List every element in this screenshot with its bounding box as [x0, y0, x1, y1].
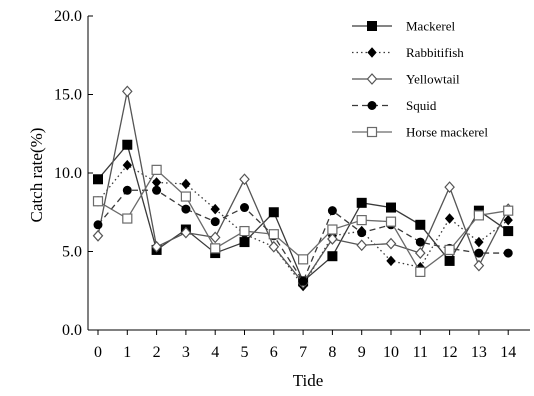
- legend-label: Mackerel: [406, 19, 455, 34]
- y-tick-label: 10.0: [54, 165, 82, 182]
- y-tick-label: 0.0: [62, 322, 82, 339]
- data-point-horse-mackerel: [211, 244, 220, 253]
- data-point-mackerel: [445, 256, 454, 265]
- data-point-rabbitifish: [182, 179, 190, 188]
- x-tick-label: 10: [383, 344, 399, 361]
- data-point-squid: [153, 186, 161, 194]
- data-point-yellowtail: [123, 86, 132, 96]
- x-tick-label: 14: [500, 344, 516, 361]
- x-tick-label: 0: [94, 344, 102, 361]
- data-point-horse-mackerel: [152, 165, 161, 174]
- data-point-horse-mackerel: [181, 192, 190, 201]
- legend-marker: [368, 48, 376, 57]
- x-axis-title: Tide: [293, 371, 324, 390]
- x-tick-label: 12: [442, 344, 458, 361]
- x-tick-label: 1: [123, 344, 131, 361]
- data-point-mackerel: [269, 208, 278, 217]
- data-point-horse-mackerel: [387, 217, 396, 226]
- y-tick-label: 5.0: [62, 244, 82, 261]
- data-point-yellowtail: [94, 231, 103, 241]
- data-point-mackerel: [504, 227, 513, 236]
- data-point-yellowtail: [211, 232, 220, 242]
- data-point-yellowtail: [240, 174, 249, 184]
- legend-item-mackerel: Mackerel: [352, 19, 455, 34]
- data-point-yellowtail: [357, 240, 366, 250]
- series-squid: [94, 186, 512, 285]
- data-point-squid: [475, 249, 483, 257]
- data-point-mackerel: [357, 198, 366, 207]
- data-point-mackerel: [328, 252, 337, 261]
- data-point-rabbitifish: [504, 216, 512, 225]
- data-point-mackerel: [387, 203, 396, 212]
- x-tick-label: 3: [182, 344, 190, 361]
- data-point-squid: [94, 221, 102, 229]
- data-point-horse-mackerel: [240, 227, 249, 236]
- x-tick-label: 9: [358, 344, 366, 361]
- data-point-horse-mackerel: [357, 216, 366, 225]
- series-rabbitifish: [94, 161, 512, 291]
- data-point-squid: [182, 205, 190, 213]
- x-tick-label: 5: [241, 344, 249, 361]
- data-point-yellowtail: [416, 248, 425, 258]
- legend-marker: [368, 74, 377, 84]
- legend-label: Rabbitifish: [406, 45, 464, 60]
- y-tick-label: 15.0: [54, 87, 82, 104]
- data-point-squid: [328, 207, 336, 215]
- y-tick-label: 20.0: [54, 8, 82, 25]
- data-point-horse-mackerel: [94, 197, 103, 206]
- data-point-mackerel: [94, 175, 103, 184]
- legend-label: Horse mackerel: [406, 125, 488, 140]
- legend-marker: [368, 22, 377, 31]
- series-layer: [94, 86, 513, 290]
- data-point-horse-mackerel: [504, 206, 513, 215]
- legend: Mackerel Rabbitifish Yellowtail Squid Horse …: [352, 19, 488, 140]
- data-point-yellowtail: [474, 261, 483, 271]
- x-tick-label: 13: [471, 344, 487, 361]
- x-tick-label: 4: [211, 344, 219, 361]
- data-point-squid: [211, 218, 219, 226]
- x-tick-label: 7: [299, 344, 307, 361]
- legend-label: Yellowtail: [406, 72, 460, 87]
- data-point-horse-mackerel: [299, 255, 308, 264]
- data-point-rabbitifish: [475, 238, 483, 247]
- data-point-yellowtail: [387, 239, 396, 249]
- legend-item-squid: Squid: [352, 98, 437, 113]
- x-tick-label: 11: [413, 344, 428, 361]
- data-point-squid: [416, 238, 424, 246]
- data-point-squid: [504, 249, 512, 257]
- series-line-squid: [98, 190, 508, 281]
- data-point-mackerel: [416, 220, 425, 229]
- x-tick-label: 6: [270, 344, 278, 361]
- x-tick-label: 8: [328, 344, 336, 361]
- data-point-squid: [299, 277, 307, 285]
- data-point-horse-mackerel: [474, 211, 483, 220]
- data-point-horse-mackerel: [416, 267, 425, 276]
- x-tick-label: 2: [153, 344, 161, 361]
- data-point-horse-mackerel: [269, 230, 278, 239]
- legend-label: Squid: [406, 98, 437, 113]
- data-point-horse-mackerel: [123, 214, 132, 223]
- data-point-squid: [241, 204, 249, 212]
- data-point-squid: [358, 229, 366, 237]
- data-point-rabbitifish: [446, 214, 454, 223]
- data-point-mackerel: [123, 140, 132, 149]
- y-axis-title: Catch rate(%): [27, 128, 46, 223]
- legend-marker: [368, 128, 377, 137]
- data-point-rabbitifish: [387, 256, 395, 265]
- data-point-horse-mackerel: [445, 245, 454, 254]
- x-ticks: 0 1 2 3 4 5 6 7 8 9 10 11 12 13 14: [94, 330, 516, 361]
- y-ticks: 0.0 5.0 10.0 15.0 20.0: [54, 8, 93, 339]
- data-point-yellowtail: [445, 182, 454, 192]
- data-point-squid: [123, 186, 131, 194]
- data-point-rabbitifish: [123, 161, 131, 170]
- data-point-horse-mackerel: [328, 225, 337, 234]
- legend-marker: [368, 102, 376, 110]
- legend-item-yellowtail: Yellowtail: [352, 72, 460, 87]
- data-point-rabbitifish: [153, 178, 161, 187]
- legend-item-horse-mackerel: Horse mackerel: [352, 125, 488, 140]
- legend-item-rabbitifish: Rabbitifish: [352, 45, 464, 60]
